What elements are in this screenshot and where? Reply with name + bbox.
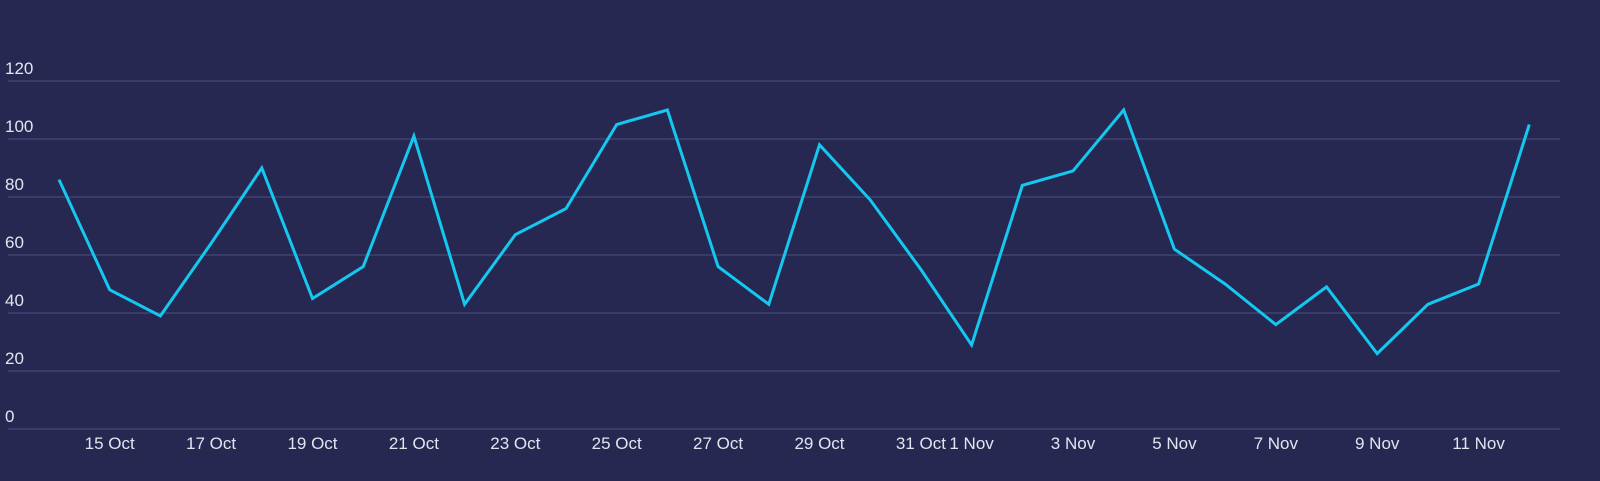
x-tick-label: 19 Oct	[287, 434, 337, 453]
x-tick-label: 15 Oct	[85, 434, 135, 453]
x-tick-label: 27 Oct	[693, 434, 743, 453]
y-axis-ticks: 0 20 40 60 80 100 120	[5, 59, 33, 426]
x-tick-label: 5 Nov	[1152, 434, 1197, 453]
y-tick-label: 120	[5, 59, 33, 78]
y-tick-label: 20	[5, 349, 24, 368]
x-tick-label: 11 Nov	[1452, 434, 1505, 453]
x-tick-label: 31 Oct	[896, 434, 946, 453]
series-layer	[57, 107, 1531, 356]
y-tick-label: 40	[5, 291, 24, 310]
y-tick-label: 0	[5, 407, 14, 426]
x-tick-label: 17 Oct	[186, 434, 236, 453]
x-tick-label: 25 Oct	[592, 434, 642, 453]
x-tick-label: 23 Oct	[490, 434, 540, 453]
x-tick-label: 29 Oct	[794, 434, 844, 453]
y-tick-label: 80	[5, 175, 24, 194]
gridlines	[8, 80, 1560, 430]
data-line	[57, 107, 1531, 356]
x-axis-ticks: 15 Oct 17 Oct 19 Oct 21 Oct 23 Oct 25 Oct 27 O…	[85, 434, 1506, 453]
x-tick-label: 21 Oct	[389, 434, 439, 453]
x-tick-label: 9 Nov	[1355, 434, 1400, 453]
x-tick-label: 3 Nov	[1051, 434, 1096, 453]
y-tick-label: 60	[5, 233, 24, 252]
x-tick-label: 7 Nov	[1254, 434, 1299, 453]
x-tick-label: 1 Nov	[949, 434, 994, 453]
y-tick-label: 100	[5, 117, 33, 136]
